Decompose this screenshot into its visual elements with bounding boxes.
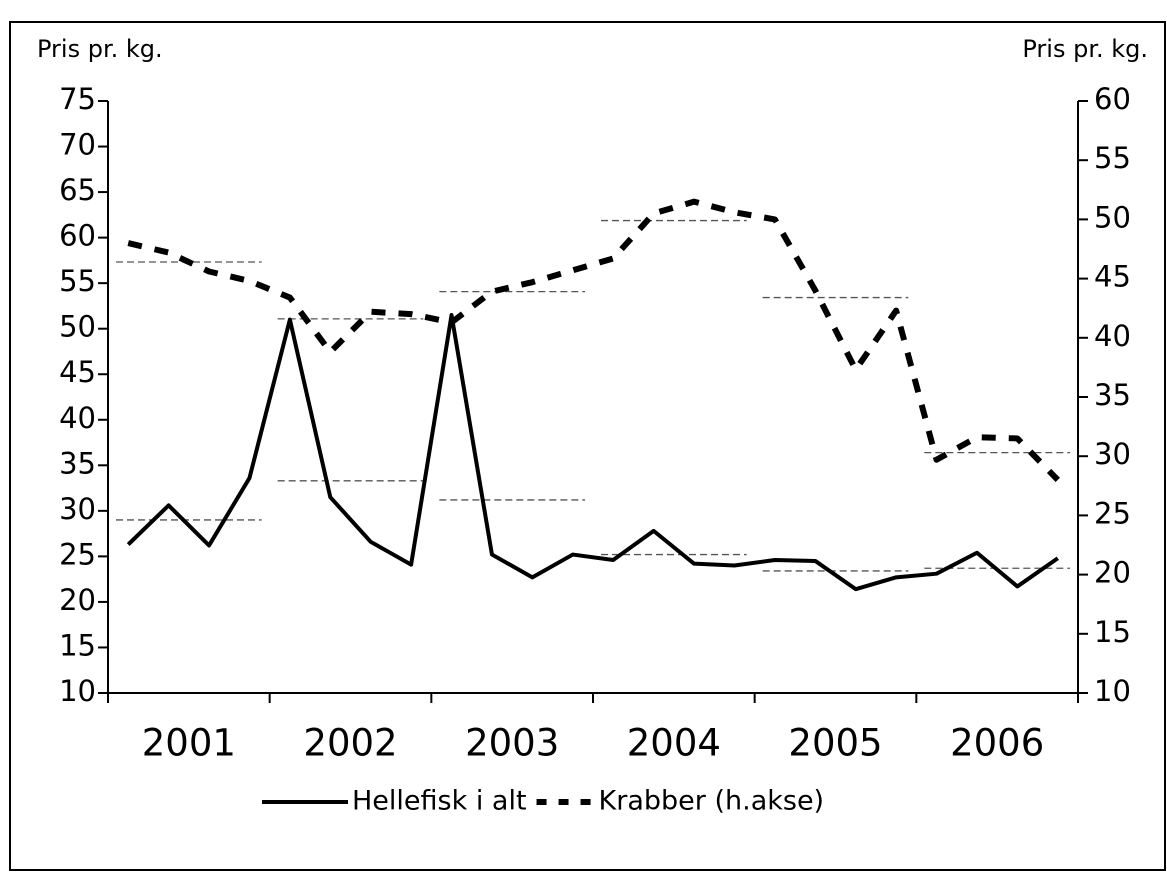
y-axis-label: Pris pr. kg. [37, 35, 163, 63]
legend-label: Krabber (h.akse) [599, 786, 825, 817]
frame [9, 21, 1166, 871]
y-tick-label: 70 [59, 128, 96, 162]
y2-tick-label: 20 [1094, 556, 1131, 590]
x-tick-label: 2006 [950, 722, 1044, 765]
y-tick-label: 40 [59, 401, 96, 435]
y2-tick-label: 45 [1094, 260, 1131, 294]
y2-tick-label: 40 [1094, 319, 1131, 353]
x-tick-label: 2003 [465, 722, 559, 765]
y2-tick-label: 30 [1094, 437, 1131, 471]
y-tick-label: 75 [59, 82, 96, 116]
y2-tick-label: 35 [1094, 378, 1131, 412]
y2-tick-label: 55 [1094, 141, 1131, 175]
y-tick-label: 45 [59, 355, 96, 389]
y2-tick-label: 25 [1094, 496, 1131, 530]
y-tick-label: 60 [59, 219, 96, 253]
y-tick-label: 50 [59, 310, 96, 344]
series-line [127, 198, 1060, 482]
y-tick-label: 20 [59, 583, 96, 617]
legend-label: Hellefisk i alt [352, 786, 527, 817]
y2-tick-label: 50 [1094, 200, 1131, 234]
y-tick-label: 30 [59, 492, 96, 526]
x-tick-label: 2004 [627, 722, 721, 765]
y-tick-label: 35 [59, 446, 96, 480]
y2-tick-label: 60 [1094, 82, 1131, 116]
x-tick-label: 2005 [788, 722, 882, 765]
y2-axis-label: Pris pr. kg. [1022, 35, 1148, 63]
y2-tick-label: 15 [1094, 615, 1131, 649]
y-tick-label: 15 [59, 628, 96, 662]
x-tick-label: 2001 [142, 722, 236, 765]
series-line [126, 313, 1059, 592]
y2-tick-label: 10 [1094, 674, 1131, 708]
y-tick-label: 10 [59, 674, 96, 708]
y-tick-label: 65 [59, 173, 96, 207]
y-tick-label: 25 [59, 537, 96, 571]
x-tick-label: 2002 [303, 722, 397, 765]
y-tick-label: 55 [59, 264, 96, 298]
